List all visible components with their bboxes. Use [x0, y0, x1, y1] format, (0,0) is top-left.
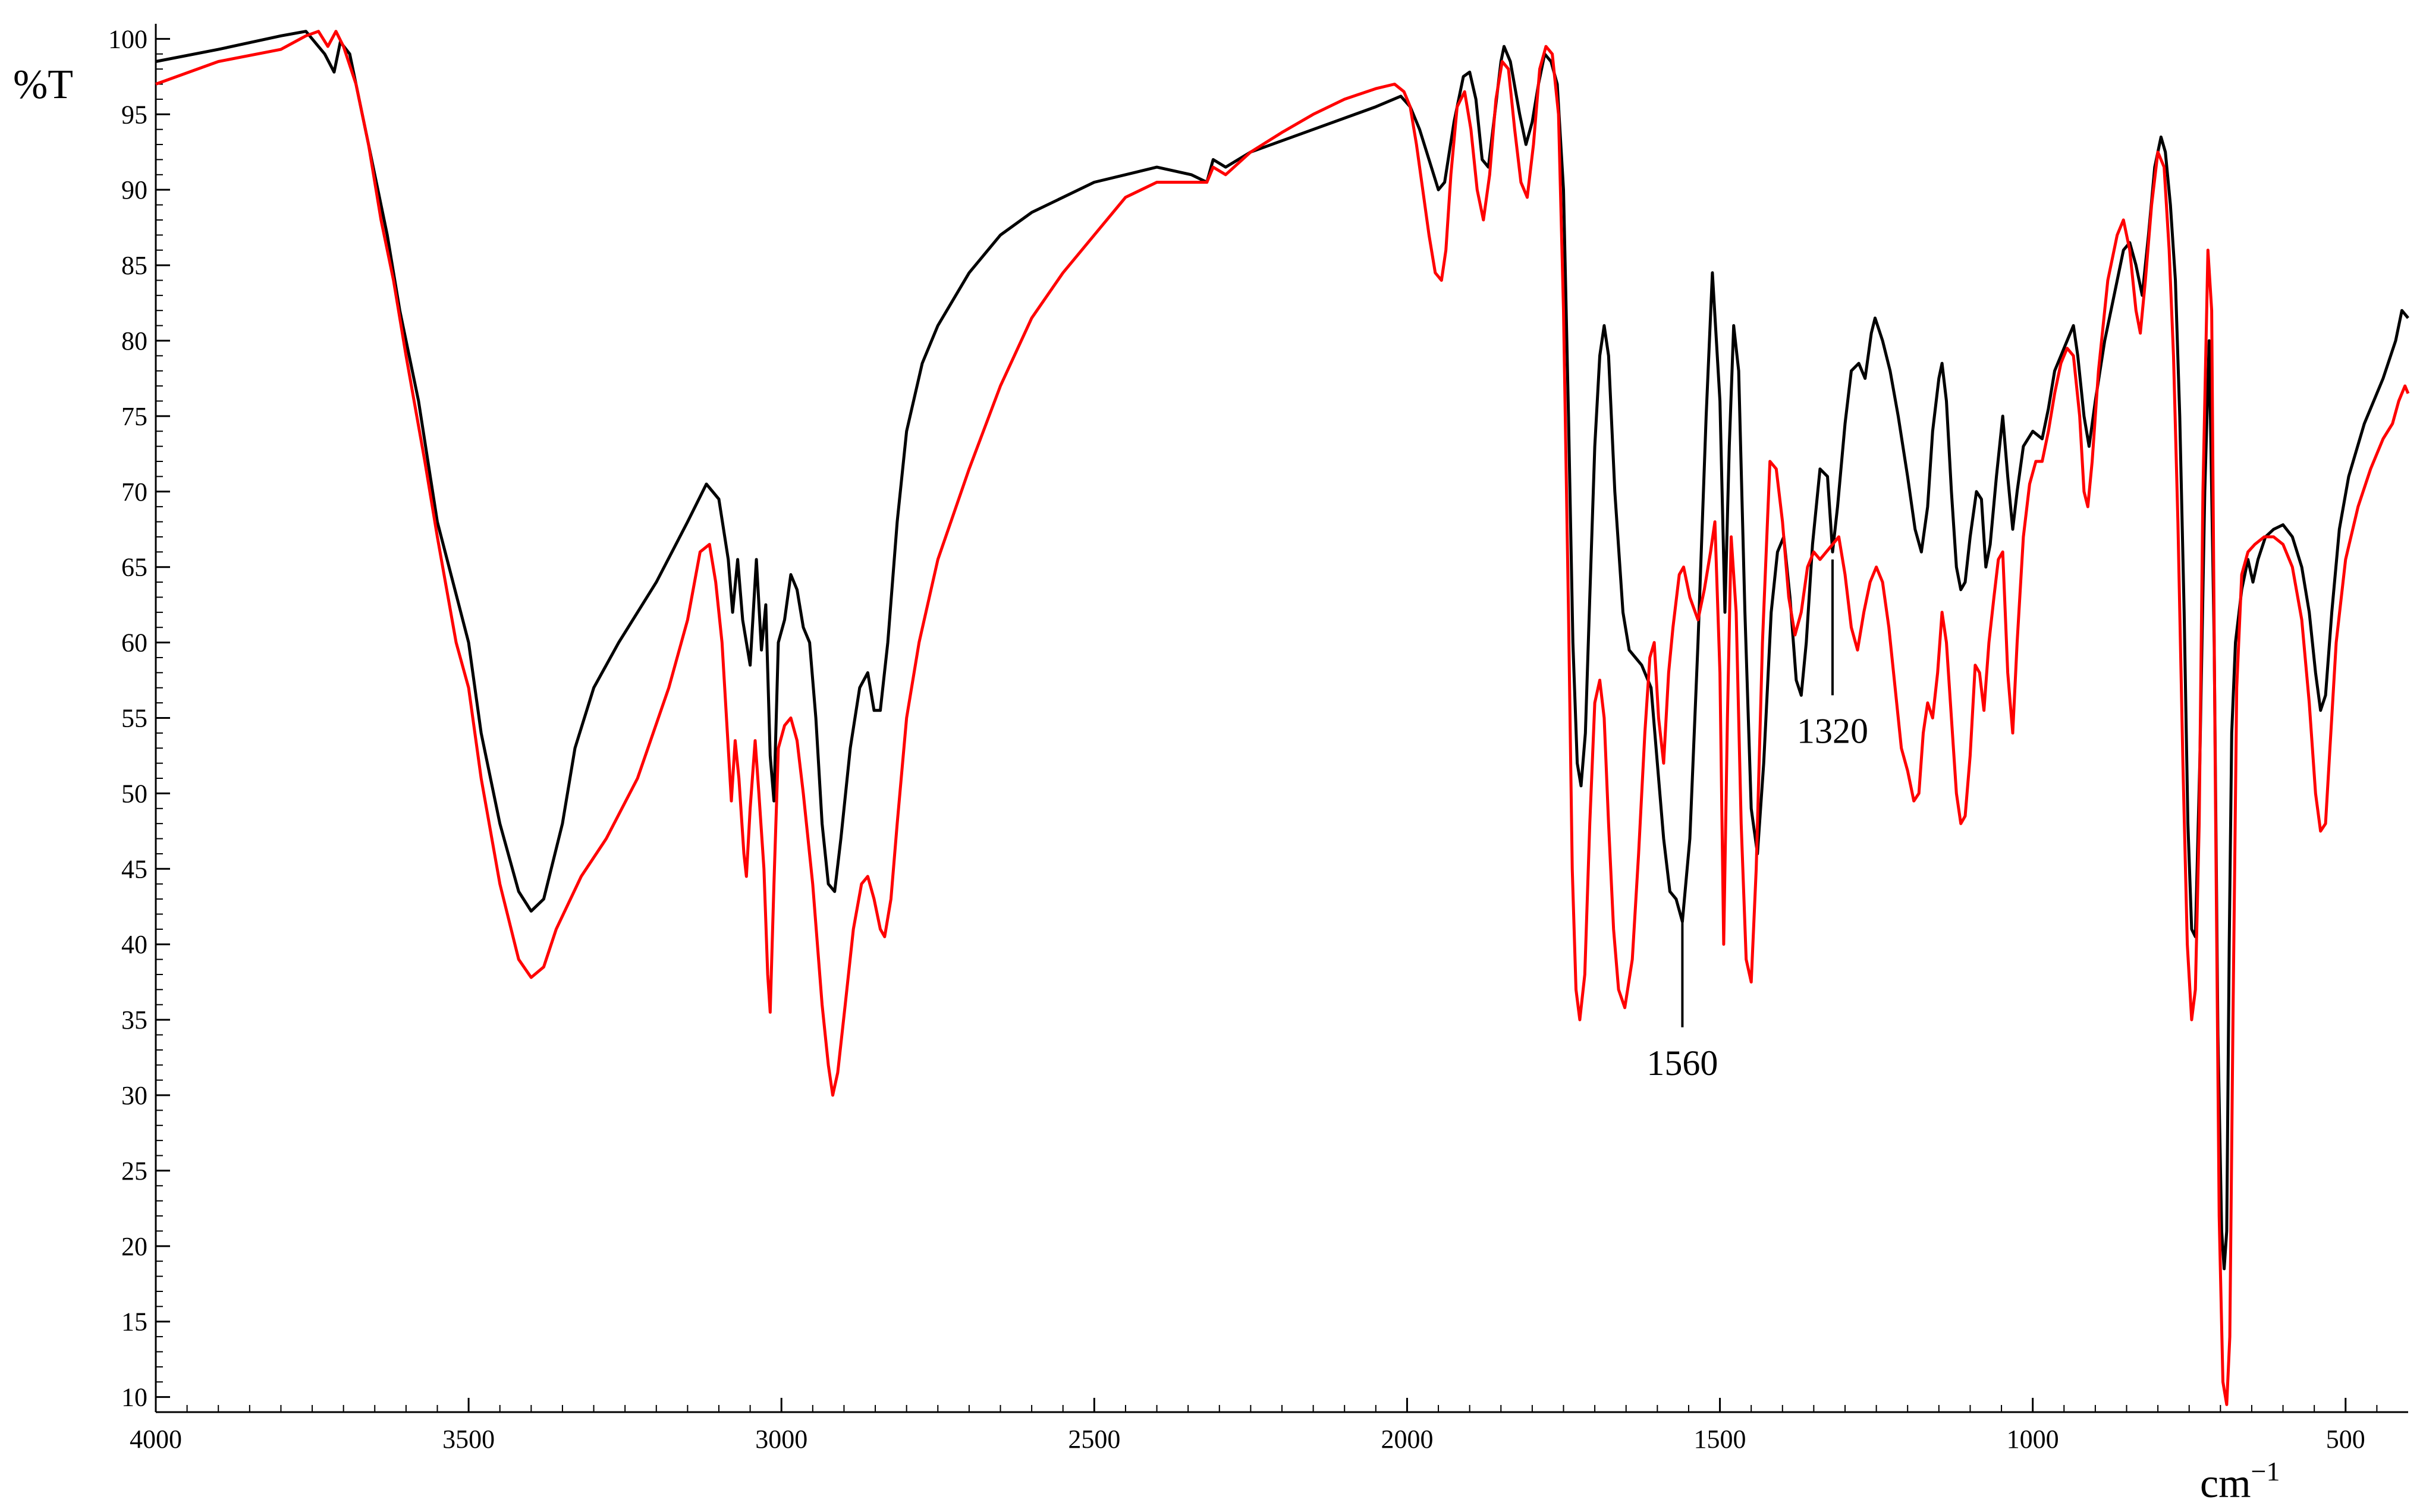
y-tick-label: 60 — [121, 628, 147, 658]
y-axis-title: %T — [13, 62, 73, 108]
y-tick-label: 20 — [121, 1232, 147, 1261]
annotation-label-1320: 1320 — [1797, 711, 1868, 750]
y-tick-label: 40 — [121, 930, 147, 959]
x-axis-ticks: 4000 3500 3000 2500 2000 1500 1000 500 — [130, 1398, 2365, 1454]
y-axis-ticks: 10 15 20 25 30 35 40 45 50 55 60 65 70 75 80 85 90 95 100 — [108, 24, 170, 1412]
x-tick-label: 1000 — [2007, 1425, 2059, 1454]
y-tick-label: 10 — [121, 1383, 147, 1412]
axes — [155, 24, 2408, 1413]
x-tick-label: 500 — [2326, 1425, 2365, 1454]
y-tick-label: 70 — [121, 477, 147, 507]
x-tick-label: 4000 — [130, 1425, 182, 1454]
annotations: 1560 1320 — [1646, 559, 1868, 1083]
y-tick-label: 50 — [121, 779, 147, 808]
y-tick-label: 45 — [121, 854, 147, 884]
x-tick-label: 3500 — [442, 1425, 495, 1454]
x-tick-label: 2500 — [1068, 1425, 1120, 1454]
minor-ticks — [156, 53, 2378, 1412]
y-tick-label: 75 — [121, 402, 147, 431]
y-tick-label: 30 — [121, 1081, 147, 1110]
x-tick-label: 2000 — [1381, 1425, 1433, 1454]
y-tick-label: 100 — [108, 24, 147, 54]
y-tick-label: 85 — [121, 251, 147, 280]
y-tick-label: 65 — [121, 553, 147, 582]
y-tick-label: 35 — [121, 1005, 147, 1035]
annotation-label-1560: 1560 — [1646, 1043, 1718, 1083]
x-axis-title-exponent: −1 — [2251, 1456, 2280, 1486]
x-axis-title: cm−1 — [2200, 1456, 2280, 1507]
spectrum-line-red — [155, 30, 2410, 1406]
spectrum-line-black — [155, 30, 2409, 1271]
x-axis-title-unit: cm — [2200, 1461, 2251, 1507]
x-tick-label: 1500 — [1694, 1425, 1746, 1454]
y-tick-label: 25 — [121, 1156, 147, 1186]
y-tick-label: 80 — [121, 326, 147, 356]
y-tick-label: 15 — [121, 1307, 147, 1337]
y-tick-label: 90 — [121, 175, 147, 205]
series-lines — [155, 30, 2410, 1406]
y-tick-label: 55 — [121, 704, 147, 733]
x-tick-label: 3000 — [755, 1425, 807, 1454]
y-tick-label: 95 — [121, 100, 147, 129]
